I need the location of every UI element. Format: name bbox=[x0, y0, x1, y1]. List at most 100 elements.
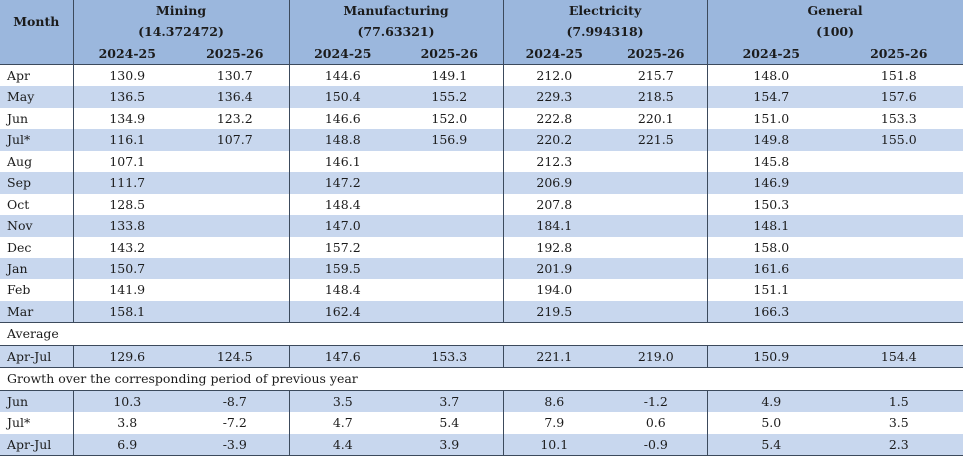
table-cell bbox=[605, 300, 708, 323]
average-section: Average bbox=[0, 322, 963, 346]
table-row: Sep 111.7 147.2 206.9 146.9 bbox=[0, 172, 963, 194]
table-row: Apr-Jul 129.6 124.5 147.6 153.3 221.1 219.0 150… bbox=[0, 345, 963, 368]
table-cell: 152.0 bbox=[431, 110, 468, 126]
table-cell: 5.4 bbox=[706, 433, 836, 456]
table-cell bbox=[605, 172, 708, 194]
row-label: Feb bbox=[7, 282, 31, 298]
table-cell: 10.1 bbox=[502, 433, 606, 456]
year-header: 2024-25 bbox=[288, 42, 397, 65]
table-row: Jun 134.9 123.2 146.6 152.0 222.8 220.1 151.0 15… bbox=[0, 107, 963, 130]
table-cell: 194.0 bbox=[502, 279, 606, 301]
table-cell bbox=[396, 172, 504, 194]
table-row: Feb 141.9 148.4 194.0 151.1 bbox=[0, 279, 963, 301]
table-cell: 7.9 bbox=[502, 412, 606, 434]
row-label: Sep bbox=[0, 172, 73, 194]
table-cell: 151.8 bbox=[880, 67, 917, 83]
average-section-title: Average bbox=[0, 322, 963, 346]
mining-weight: (14.372472) bbox=[72, 21, 290, 43]
table-row: Aug 107.1 146.1 212.3 145.8 bbox=[0, 150, 963, 173]
table-cell bbox=[181, 257, 290, 280]
row-label: Jul* bbox=[7, 415, 31, 431]
general-weight: (100) bbox=[706, 21, 963, 43]
table-cell: 130.7 bbox=[216, 67, 253, 83]
growth-section-title: Growth over the corresponding period of … bbox=[0, 367, 963, 391]
table-cell: 5.0 bbox=[706, 412, 836, 434]
table-cell bbox=[181, 194, 289, 215]
table-row: Mar 158.1 162.4 219.5 166.3 bbox=[0, 300, 963, 323]
table-row: Apr 130.9 130.7 144.6 149.1 212.0 215.7 148.0 15… bbox=[0, 64, 963, 87]
table-cell: 6.9 bbox=[72, 433, 181, 456]
table-cell: 146.9 bbox=[706, 172, 836, 194]
electricity-header: Electricity bbox=[502, 0, 708, 22]
row-label: Jun bbox=[7, 110, 29, 126]
table-cell: 229.3 bbox=[502, 86, 606, 108]
row-label: May bbox=[0, 86, 73, 108]
table-cell bbox=[835, 215, 963, 237]
growth-section: Growth over the corresponding period of … bbox=[0, 367, 963, 391]
table-cell: 184.1 bbox=[502, 215, 606, 237]
table-cell: 154.7 bbox=[706, 86, 836, 108]
table-cell: 222.8 bbox=[502, 107, 606, 130]
row-label: Oct bbox=[7, 196, 30, 212]
table-cell: 124.5 bbox=[181, 345, 290, 368]
table-cell bbox=[181, 300, 290, 323]
table-cell: 146.6 bbox=[288, 107, 397, 130]
table-cell: 146.1 bbox=[288, 150, 397, 173]
electricity-weight: (7.994318) bbox=[502, 21, 708, 43]
table-cell: 219.0 bbox=[605, 345, 708, 368]
table-cell: 153.3 bbox=[880, 110, 917, 126]
table-cell: 129.6 bbox=[72, 345, 181, 368]
table-cell bbox=[835, 172, 963, 194]
table-cell: 147.0 bbox=[288, 215, 397, 237]
table-cell bbox=[605, 194, 707, 215]
table-cell: 161.6 bbox=[706, 257, 836, 280]
table-cell: 4.4 bbox=[288, 433, 397, 456]
table-cell: 148.0 bbox=[706, 64, 836, 87]
table-cell: 221.1 bbox=[502, 345, 606, 368]
table-cell: 221.5 bbox=[605, 129, 708, 151]
table-cell: 145.8 bbox=[706, 150, 836, 173]
table-cell: 150.9 bbox=[706, 345, 836, 368]
manufacturing-header: Manufacturing bbox=[288, 0, 504, 22]
table-cell: 2.3 bbox=[835, 433, 963, 456]
table-row: Jul* 116.1 107.7 148.8 156.9 220.2 221.5 149.8 1… bbox=[0, 129, 963, 151]
row-label: Apr-Jul bbox=[0, 433, 73, 456]
table-cell: 128.5 bbox=[72, 193, 181, 216]
table-cell: 158.0 bbox=[706, 236, 836, 258]
table-cell bbox=[396, 279, 503, 300]
table-cell bbox=[605, 151, 707, 172]
table-cell bbox=[835, 300, 963, 323]
row-label: Nov bbox=[0, 215, 73, 237]
table-cell: 107.1 bbox=[72, 150, 181, 173]
table-cell: 151.0 bbox=[706, 107, 836, 130]
table-cell: 218.5 bbox=[605, 86, 708, 108]
table-row: Dec 143.2 157.2 192.8 158.0 bbox=[0, 236, 963, 258]
table-cell: 5.4 bbox=[439, 415, 460, 431]
table-cell: 1.5 bbox=[835, 390, 963, 413]
table-cell bbox=[396, 194, 503, 215]
table-cell bbox=[605, 279, 707, 300]
year-header: 2025-26 bbox=[835, 42, 963, 65]
mining-header: Mining bbox=[72, 0, 290, 22]
table-cell: 134.9 bbox=[72, 107, 181, 130]
header-row-groups: Month Mining Manufacturing Electricity G… bbox=[0, 0, 963, 43]
table-cell: 107.7 bbox=[181, 129, 290, 151]
table-cell bbox=[835, 257, 963, 280]
table-cell: 147.6 bbox=[288, 345, 397, 368]
table-cell: 201.9 bbox=[502, 257, 606, 280]
row-label: Apr bbox=[7, 67, 31, 83]
table-cell: 3.5 bbox=[888, 415, 909, 431]
table-cell: 157.6 bbox=[835, 86, 963, 108]
table-cell: 130.9 bbox=[72, 64, 181, 87]
table-cell: 10.3 bbox=[72, 390, 181, 413]
table-cell: 4.7 bbox=[288, 412, 397, 434]
table-cell bbox=[181, 151, 289, 172]
table-cell: 149.8 bbox=[706, 129, 836, 151]
table-row: May 136.5 136.4 150.4 155.2 229.3 218.5 154.7 15… bbox=[0, 86, 963, 108]
table-cell bbox=[181, 215, 290, 237]
table-cell bbox=[396, 215, 504, 237]
year-header: 2024-25 bbox=[706, 42, 836, 65]
table-cell: -0.9 bbox=[605, 433, 708, 456]
table-cell: 3.9 bbox=[396, 433, 504, 456]
